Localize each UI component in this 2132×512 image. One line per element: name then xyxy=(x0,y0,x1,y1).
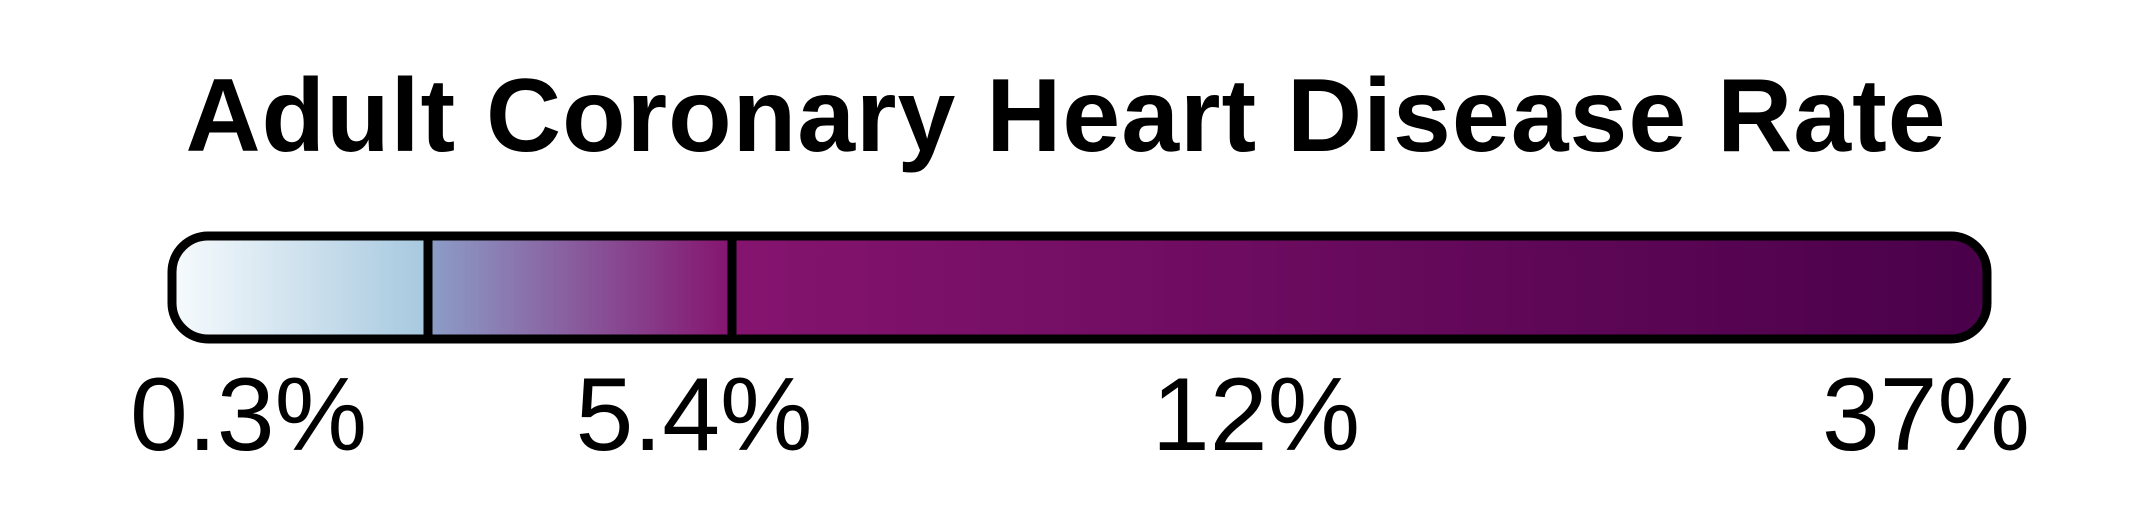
legend-segment-2 xyxy=(428,236,732,339)
tick-label-1: 0.3% xyxy=(130,357,367,473)
chart-title: Adult Coronary Heart Disease Rate xyxy=(185,58,1947,174)
legend-segment-1 xyxy=(172,236,428,339)
legend-bar-outline xyxy=(167,231,1992,344)
tick-label-4: 37% xyxy=(1822,357,2030,473)
tick-label-2: 5.4% xyxy=(575,357,812,473)
legend-segment-3 xyxy=(732,236,1987,339)
tick-label-3: 12% xyxy=(1152,357,1360,473)
